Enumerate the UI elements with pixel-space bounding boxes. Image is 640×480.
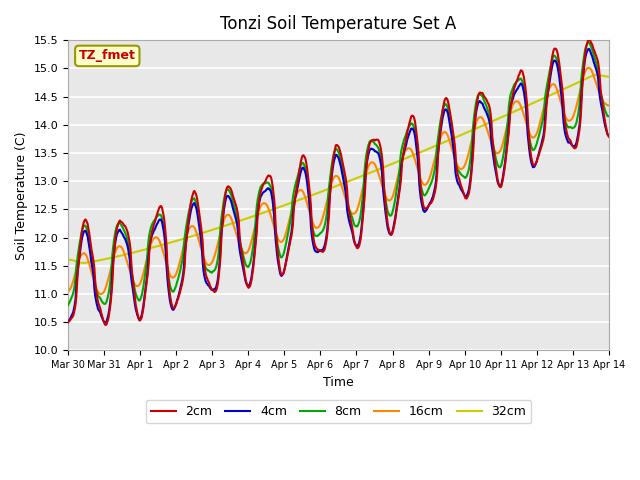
32cm [593,72,601,78]
32cm [420,147,428,153]
32cm [214,225,221,231]
X-axis label: Time: Time [323,376,354,389]
4cm [214,277,221,283]
16cm [605,103,612,108]
2cm [64,319,72,325]
32cm [80,260,88,266]
16cm [420,182,428,188]
Line: 2cm: 2cm [68,39,609,325]
2cm [102,322,109,328]
Line: 4cm: 4cm [68,49,609,323]
8cm [64,302,72,308]
8cm [74,252,82,258]
32cm [186,234,193,240]
Text: TZ_fmet: TZ_fmet [79,49,136,62]
32cm [64,257,72,263]
2cm [186,213,193,218]
2cm [214,282,221,288]
16cm [64,288,72,294]
8cm [213,261,221,266]
16cm [74,262,82,267]
2cm [420,206,428,212]
8cm [605,113,612,119]
16cm [97,291,105,297]
4cm [101,320,109,326]
8cm [404,126,412,132]
8cm [184,211,192,217]
2cm [586,36,593,42]
32cm [131,250,138,255]
16cm [214,241,221,247]
4cm [186,218,193,224]
4cm [585,46,593,52]
32cm [74,259,82,265]
8cm [420,192,428,198]
16cm [186,226,193,232]
8cm [130,279,138,285]
Line: 8cm: 8cm [68,42,609,305]
Y-axis label: Soil Temperature (C): Soil Temperature (C) [15,131,28,260]
2cm [74,269,82,275]
2cm [131,290,138,296]
Title: Tonzi Soil Temperature Set A: Tonzi Soil Temperature Set A [220,15,456,33]
8cm [585,39,593,45]
16cm [405,145,413,151]
4cm [64,319,72,325]
4cm [420,209,428,215]
2cm [405,123,413,129]
4cm [605,132,612,138]
4cm [405,132,413,138]
Line: 32cm: 32cm [68,75,609,263]
32cm [405,154,413,160]
32cm [605,74,612,80]
16cm [585,65,593,71]
4cm [131,297,138,302]
4cm [74,267,82,273]
16cm [131,280,138,286]
Line: 16cm: 16cm [68,68,609,294]
2cm [605,134,612,140]
Legend: 2cm, 4cm, 8cm, 16cm, 32cm: 2cm, 4cm, 8cm, 16cm, 32cm [145,400,531,423]
